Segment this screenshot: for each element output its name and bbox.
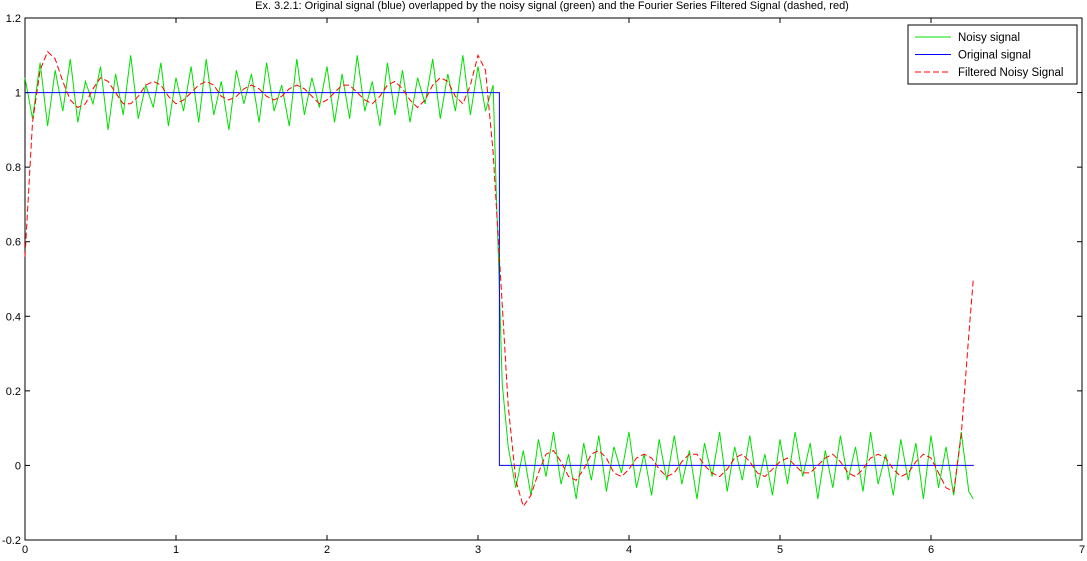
x-tick-label: 4 <box>626 544 632 556</box>
plot-area <box>24 17 1083 541</box>
y-tick-label: 0.6 <box>6 237 21 249</box>
legend-label: Filtered Noisy Signal <box>958 67 1063 79</box>
y-tick-label: -0.2 <box>2 535 21 547</box>
x-tick-label: 6 <box>928 544 934 556</box>
y-tick-label: 0.8 <box>6 162 21 174</box>
y-tick-label: 0.4 <box>6 311 21 323</box>
x-tick-label: 5 <box>777 544 783 556</box>
x-tick-label: 7 <box>1079 544 1085 556</box>
legend: Noisy signal Original signal Filtered Nois… <box>907 24 1078 85</box>
y-tick-label: 0 <box>15 460 21 472</box>
x-tick-label: 0 <box>22 544 28 556</box>
legend-label: Noisy signal <box>958 32 1020 44</box>
series-line-2 <box>25 92 974 466</box>
y-tick-label: 1 <box>15 88 21 100</box>
y-tick-label: 0.2 <box>6 386 21 398</box>
x-tick-label: 3 <box>475 544 481 556</box>
series-layer <box>24 50 974 508</box>
axis-ticks: 0 1 2 3 4 5 6 7-0.200.20.40.60.811.2 <box>2 13 1085 556</box>
legend-label: Original signal <box>958 50 1031 62</box>
y-tick-label: 1.2 <box>6 13 21 25</box>
chart-title: Ex. 3.2.1: Original signal (blue) overla… <box>255 0 849 12</box>
x-tick-label: 2 <box>324 544 330 556</box>
x-tick-label: 1 <box>173 544 179 556</box>
series-line-3 <box>24 50 974 508</box>
